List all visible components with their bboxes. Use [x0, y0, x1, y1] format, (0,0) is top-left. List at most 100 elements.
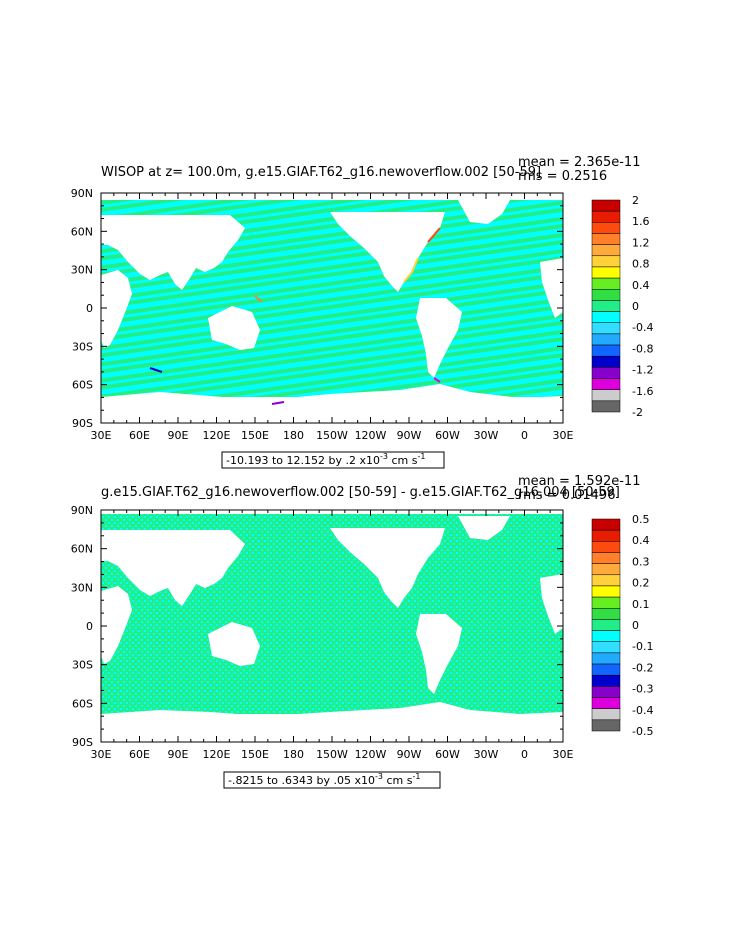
panel-2-colorbar-label: -0.2 — [632, 661, 653, 674]
panel-1-x-tick-label: 60E — [129, 429, 150, 442]
panel-2-map — [101, 510, 563, 742]
panel-1-x-tick-label: 150E — [241, 429, 269, 442]
panel-2-land-africa-east — [540, 574, 563, 634]
panel-2-land-south-america — [416, 614, 462, 694]
panel-1-colorbar-swatch — [591, 400, 621, 413]
panel-1-colorbar-label: 0.8 — [632, 258, 650, 271]
panel-2-x-tick-label: 60W — [435, 748, 460, 761]
panel-1-land-antarctica-edge — [101, 384, 563, 423]
panel-1-x-tick-label: 180 — [283, 429, 304, 442]
panel-2-x-tick-label: 0 — [521, 748, 528, 761]
panel-2-y-tick-label: 90N — [71, 504, 93, 517]
panel-2-colorbar-label: 0.2 — [632, 577, 650, 590]
panel-1-x-tick-label: 90W — [397, 429, 422, 442]
panel-2-colorbar-label: -0.1 — [632, 640, 653, 653]
panel-1-colorbar-swatch — [591, 389, 621, 402]
panel-1-x-tick-label: 0 — [521, 429, 528, 442]
panel-1-x-tick-label: 30W — [474, 429, 499, 442]
panel-1: WISOP at z= 100.0m, g.e15.GIAF.T62_g16.n… — [71, 155, 653, 469]
panel-1-colorbar-label: -1.6 — [632, 385, 653, 398]
panel-1-x-tick-label: 120W — [355, 429, 387, 442]
panel-2-colorbar-swatch — [591, 608, 621, 620]
panel-2-colorbar-swatch — [591, 596, 621, 609]
panel-2-x-tick-label: 150W — [316, 748, 348, 761]
panel-1-x-tick-label: 30E — [553, 429, 574, 442]
panel-2-colorbar-label: -0.3 — [632, 683, 653, 696]
panel-2-y-tick-label: 60N — [71, 543, 93, 556]
panel-1-colorbar: 2 1.6 1.2 0.8 0.4 0 -0.4 -0.8 -1.2 -1.6 -2 — [591, 194, 653, 419]
panel-1-colorbar-label: -0.4 — [632, 321, 653, 334]
panel-2-colorbar-label: 0 — [632, 619, 639, 632]
panel-2-mean: mean = 1.592e-11 — [518, 474, 640, 489]
panel-1-land-australia — [208, 306, 260, 350]
panel-1-x-axis: 30E 60E 90E 120E 150E 180 150W 120W 90W 60W 30W 0 30… — [91, 193, 574, 442]
panel-2-colorbar-swatch — [591, 552, 621, 564]
panel-1-colorbar-swatch — [591, 344, 621, 357]
panel-2-colorbar-swatch — [591, 574, 621, 587]
panel-2-colorbar-swatch — [591, 518, 621, 531]
panel-1-x-tick-label: 150W — [316, 429, 348, 442]
panel-2-x-tick-label: 30W — [474, 748, 499, 761]
panel-1-land-greenland — [458, 200, 510, 224]
panel-1-colorbar-swatch — [591, 199, 621, 212]
panel-2-y-tick-label: 30N — [71, 581, 93, 594]
panel-2-x-tick-label: 120E — [203, 748, 231, 761]
panel-2-y-tick-label: 0 — [86, 620, 93, 633]
panel-2-colorbar-label: 0.5 — [632, 513, 650, 526]
panel-1-colorbar-swatch — [591, 378, 621, 390]
panel-2-colorbar-swatch — [591, 697, 621, 709]
panel-1-colorbar-swatch — [591, 244, 621, 257]
panel-2-land-asia — [101, 530, 245, 606]
panel-2-y-axis: 90N 60N 30N 0 30S 60S 90S — [71, 504, 563, 749]
panel-1-y-tick-label: 0 — [86, 302, 93, 315]
panel-1-colorbar-swatch — [591, 322, 621, 335]
panel-1-x-tick-label: 30E — [91, 429, 112, 442]
panel-1-colorbar-swatch — [591, 222, 621, 234]
panel-1-land-north-america — [330, 212, 445, 292]
panel-1-rms: rms = 0.2516 — [518, 169, 607, 184]
panel-2-colorbar-label: -0.4 — [632, 704, 653, 717]
panel-2: g.e15.GIAF.T62_g16.newoverflow.002 [50-5… — [71, 474, 653, 789]
panel-1-y-tick-label: 90S — [72, 417, 93, 430]
panel-2-land-north-america — [330, 528, 445, 608]
panel-1-colorbar-swatch — [591, 289, 621, 301]
panel-1-y-tick-label: 30S — [72, 340, 93, 353]
panel-2-landmasses — [101, 516, 563, 742]
panel-2-colorbar-swatch — [591, 719, 621, 732]
panel-2-colorbar-swatch — [591, 529, 621, 542]
panel-2-land-australia — [208, 622, 260, 666]
panel-1-land-south-america — [416, 298, 462, 378]
panel-2-y-tick-label: 90S — [72, 736, 93, 749]
panel-1-x-tick-label: 90E — [168, 429, 189, 442]
panel-2-colorbar-swatch — [591, 641, 621, 654]
panel-2-colorbar-swatch — [591, 619, 621, 631]
panel-2-land-africa — [101, 586, 132, 664]
panel-1-y-tick-label: 30N — [71, 264, 93, 277]
panel-2-x-tick-label: 180 — [283, 748, 304, 761]
panel-1-y-tick-label: 60N — [71, 225, 93, 238]
panel-1-range-label: -10.193 to 12.152 by .2 x10-3 cm s-1 — [226, 452, 425, 467]
panel-2-x-tick-label: 90W — [397, 748, 422, 761]
panel-2-colorbar-label: -0.5 — [632, 725, 653, 738]
panel-1-x-tick-label: 60W — [435, 429, 460, 442]
panel-1-colorbar-label: -2 — [632, 406, 643, 419]
panel-1-x-tick-label: 120E — [203, 429, 231, 442]
panel-2-range-label: -.8215 to .6343 by .05 x10-3 cm s-1 — [228, 772, 420, 787]
panel-2-title: g.e15.GIAF.T62_g16.newoverflow.002 [50-5… — [101, 485, 620, 500]
panel-2-land-antarctica — [101, 702, 563, 742]
panel-2-colorbar-swatch — [591, 541, 621, 553]
panel-1-colorbar-swatch — [591, 333, 621, 346]
panel-1-colorbar-label: 0 — [632, 300, 639, 313]
panel-1-colorbar-swatch — [591, 233, 621, 245]
panel-1-colorbar-label: -1.2 — [632, 364, 653, 377]
panel-2-x-tick-label: 30E — [91, 748, 112, 761]
panel-1-colorbar-swatch — [591, 355, 621, 368]
panel-1-land-asia — [101, 215, 245, 290]
panel-2-y-tick-label: 30S — [72, 659, 93, 672]
panel-1-map — [101, 193, 563, 423]
panel-1-colorbar-swatch — [591, 277, 621, 290]
panel-2-y-tick-label: 60S — [72, 697, 93, 710]
panel-1-colorbar-label: -0.8 — [632, 342, 653, 355]
panel-1-colorbar-swatch — [591, 255, 621, 268]
panel-1-colorbar-swatch — [591, 367, 621, 379]
